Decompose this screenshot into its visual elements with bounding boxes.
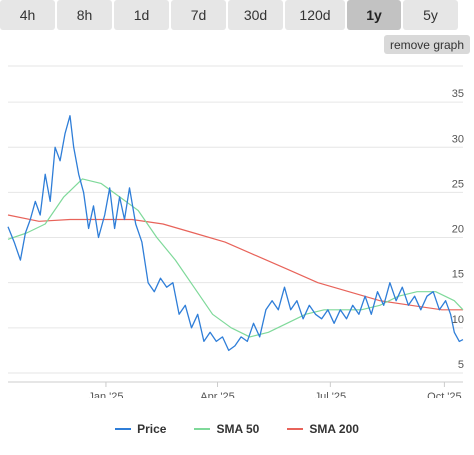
legend-item-price[interactable]: Price <box>115 420 166 438</box>
range-button-1y[interactable]: 1y <box>347 0 401 30</box>
range-button-5y[interactable]: 5y <box>403 0 458 30</box>
range-button-30d[interactable]: 30d <box>228 0 283 30</box>
remove-graph-button[interactable]: remove graph <box>384 35 470 54</box>
range-button-120d[interactable]: 120d <box>285 0 345 30</box>
range-button-7d[interactable]: 7d <box>171 0 226 30</box>
gridlines <box>8 65 463 383</box>
price-chart: 5 10 15 20 25 30 35 Jan '25 Apr '25 Jul '25 Oct '… <box>7 65 464 398</box>
legend-item-sma-50[interactable]: SMA 50 <box>194 420 259 438</box>
x-tick-label: Oct '25 <box>427 391 462 398</box>
y-tick-label: 20 <box>452 224 464 236</box>
series-lines <box>7 115 464 352</box>
x-tick-label: Jan '25 <box>88 391 123 398</box>
time-range-selector: 4h 8h 1d 7d 30d 120d 1y 5y <box>0 0 474 30</box>
y-tick-label: 25 <box>452 178 464 190</box>
range-button-4h[interactable]: 4h <box>0 0 55 30</box>
y-tick-label: 5 <box>458 359 464 371</box>
series-line-sma-50 <box>7 178 464 338</box>
chart-legend: Price SMA 50 SMA 200 <box>0 420 474 438</box>
y-tick-label: 15 <box>452 269 464 281</box>
x-tick-label: Jul '25 <box>315 391 346 398</box>
legend-swatch <box>194 428 211 430</box>
range-button-8h[interactable]: 8h <box>57 0 112 30</box>
x-tick-label: Apr '25 <box>200 391 235 398</box>
y-tick-label: 30 <box>452 133 464 145</box>
x-axis-ticks: Jan '25 Apr '25 Jul '25 Oct '25 <box>88 382 462 398</box>
series-line-price <box>7 115 464 352</box>
legend-label: Price <box>137 422 167 436</box>
y-tick-label: 10 <box>452 314 464 326</box>
range-button-1d[interactable]: 1d <box>114 0 169 30</box>
legend-item-sma-200[interactable]: SMA 200 <box>287 420 359 438</box>
series-line-sma-200 <box>7 214 463 311</box>
legend-label: SMA 50 <box>216 422 260 436</box>
y-tick-label: 35 <box>452 88 464 100</box>
legend-swatch <box>115 428 132 430</box>
legend-label: SMA 200 <box>309 422 359 436</box>
y-axis-ticks: 5 10 15 20 25 30 35 <box>452 88 464 371</box>
legend-swatch <box>287 428 304 430</box>
